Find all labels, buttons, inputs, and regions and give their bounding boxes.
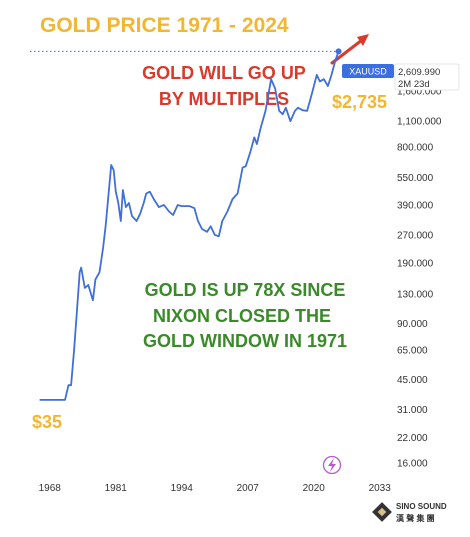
y-tick-label: 800.000 [397,142,434,153]
red-annotation-line2: BY MULTIPLES [159,89,289,109]
y-tick-label: 190.000 [397,259,434,270]
green-annotation-line1: GOLD IS UP 78X SINCE [145,280,346,300]
x-tick-label: 1994 [171,483,194,494]
y-tick-label: 65.000 [397,345,428,356]
y-tick-label: 390.000 [397,201,434,212]
watermark-line2: 漢 聲 集 團 [396,513,435,523]
ticker-period: 2M 23d [398,79,430,90]
chart-title: GOLD PRICE 1971 - 2024 [40,14,289,37]
start-price-label: $35 [32,412,62,432]
watermark-logo: SINO SOUND 漢 聲 集 團 [372,502,447,523]
y-tick-label: 550.000 [397,173,434,184]
lightning-icon[interactable] [322,455,342,475]
red-annotation-line1: GOLD WILL GO UP [142,63,306,83]
x-axis: 1968 1981 1994 2007 2020 2033 [39,483,392,494]
y-tick-label: 1,100.000 [397,117,442,128]
y-tick-label: 1,600.000 [397,86,442,97]
x-tick-label: 2007 [237,483,260,494]
ticker-badge: XAUUSD [342,64,394,78]
green-annotation-line3: GOLD WINDOW IN 1971 [143,331,347,351]
y-axis: 1,600.000 1,100.000 800.000 550.000 390.000 2… [397,86,442,469]
green-annotation-line2: NIXON CLOSED THE [153,306,331,326]
x-tick-label: 1968 [39,483,62,494]
price-line-xauusd [39,51,340,401]
x-tick-label: 2020 [303,483,326,494]
x-tick-label: 2033 [369,483,392,494]
ticker-price: 2,609.990 [398,67,440,78]
y-tick-label: 90.000 [397,319,428,330]
ticker-symbol: XAUUSD [349,67,387,77]
y-tick-label: 130.000 [397,289,434,300]
y-tick-label: 31.000 [397,405,428,416]
red-arrow-icon [330,34,369,65]
price-badge: 2,609.990 2M 23d [394,63,460,91]
y-tick-label: 22.000 [397,433,428,444]
end-price-label: $2,735 [332,92,387,112]
last-price-marker [335,48,342,55]
y-tick-label: 270.000 [397,230,434,241]
watermark-line1: SINO SOUND [396,502,447,511]
x-tick-label: 1981 [105,483,128,494]
y-tick-label: 16.000 [397,459,428,470]
y-tick-label: 45.000 [397,375,428,386]
